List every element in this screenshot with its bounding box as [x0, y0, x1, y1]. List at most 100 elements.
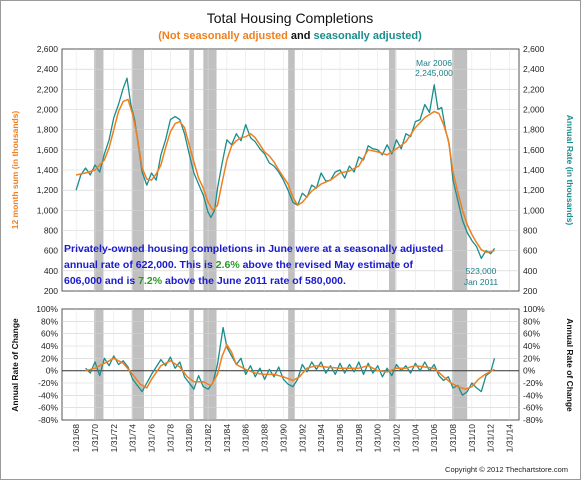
top-left-tick-label: 1,800: [37, 125, 59, 135]
bottom-right-tick-label: 20%: [523, 353, 540, 363]
x-tick-label: 1/31/14: [505, 424, 515, 453]
x-tick-label: 1/31/08: [448, 424, 458, 453]
top-right-tick-label: 2,200: [523, 84, 545, 94]
top-right-ticks: 200 400 600 800 1,000 1,200 1,400 1,600 1,800 2,0…: [523, 44, 545, 296]
top-right-tick-label: 200: [523, 286, 537, 296]
bottom-right-tick-label: 80%: [523, 316, 540, 326]
bottom-right-tick-label: -20%: [523, 378, 543, 388]
top-right-tick-label: 2,000: [523, 105, 545, 115]
note-line-2c: above the revised May estimate of: [240, 259, 414, 271]
bottom-panel: -80% -60% -40% -20% 0% 20% 40% 60% 80% 100% -80% -…: [36, 304, 545, 425]
bottom-recession-band: [288, 310, 295, 419]
x-tick-label: 1/31/92: [297, 424, 307, 453]
right-axis-title-bottom: Annual Rate of Change: [565, 318, 575, 412]
subtitle-close-paren: ): [418, 30, 422, 42]
top-seasonally-adjusted-line: [75, 77, 496, 260]
x-tick-label: 1/31/90: [278, 424, 288, 453]
top-left-tick-label: 2,200: [37, 84, 59, 94]
bottom-right-tick-label: -60%: [523, 403, 543, 413]
bottom-right-tick-label: 60%: [523, 329, 540, 339]
top-left-tick-label: 1,200: [37, 185, 59, 195]
low-annotation-date: Jan 2011: [464, 277, 499, 287]
bottom-not-seasonally-adjusted-line: [85, 344, 495, 390]
x-tick-label: 1/31/96: [335, 424, 345, 453]
top-left-ticks: 200 400 600 800 1,000 1,200 1,400 1,600 1,800 2,0…: [37, 44, 59, 296]
top-left-tick-label: 800: [44, 226, 58, 236]
x-tick-label: 1/31/86: [241, 424, 251, 453]
subtitle-open-paren: (: [158, 30, 162, 42]
bottom-left-tick-label: -40%: [38, 390, 58, 400]
bottom-left-tick-label: 60%: [41, 329, 58, 339]
bottom-left-tick-label: 20%: [41, 353, 58, 363]
x-tick-label: 1/31/06: [429, 424, 439, 453]
bottom-right-tick-label: 0%: [523, 366, 536, 376]
x-tick-label: 1/31/78: [165, 424, 175, 453]
top-right-tick-label: 2,600: [523, 44, 545, 54]
peak-annotation-value: 2,245,000: [415, 68, 453, 78]
x-tick-label: 1/31/74: [128, 424, 138, 453]
bottom-left-tick-label: -20%: [38, 378, 58, 388]
top-left-tick-label: 200: [44, 286, 58, 296]
x-axis-tick-labels: 1/31/68 1/31/70 1/31/72 1/31/74 1/31/76 1/31/…: [71, 424, 514, 453]
bottom-left-ticks: -80% -60% -40% -20% 0% 20% 40% 60% 80% 100%: [36, 304, 58, 425]
top-left-tick-label: 2,600: [37, 44, 59, 54]
top-right-tick-label: 1,600: [523, 145, 545, 155]
top-right-tick-label: 2,400: [523, 64, 545, 74]
top-left-tick-label: 600: [44, 246, 58, 256]
bottom-right-tick-label: -80%: [523, 415, 543, 425]
x-tick-label: 1/31/70: [90, 424, 100, 453]
top-right-tick-label: 1,400: [523, 165, 545, 175]
bottom-right-tick-label: 100%: [523, 304, 545, 314]
top-series: [75, 77, 496, 260]
subtitle-seasonally-adjusted: seasonally adjusted: [314, 30, 419, 42]
subtitle-not-seasonally-adjusted: Not seasonally adjusted: [162, 30, 288, 42]
note-line-3c: above the June 2011 rate of 580,000.: [162, 275, 346, 287]
subtitle-and: and: [288, 30, 314, 42]
x-tick-label: 1/31/00: [373, 424, 383, 453]
top-not-seasonally-adjusted-line: [75, 98, 495, 253]
x-tick-label: 1/31/04: [410, 424, 420, 453]
x-tick-label: 1/31/84: [222, 424, 232, 453]
top-left-tick-label: 400: [44, 266, 58, 276]
note-line-1: Privately-owned housing completions in J…: [64, 243, 443, 255]
note-pct-month: 2.6%: [216, 259, 241, 271]
left-axis-title-bottom: Annual Rate of Change: [10, 318, 20, 412]
note-line-3a: 606,000 and is: [64, 275, 138, 287]
bottom-recession-band: [189, 310, 194, 419]
copyright-text: Copyright © 2012 Thechartstore.com: [445, 465, 568, 474]
bottom-recession-band: [203, 310, 217, 419]
bottom-recession-band: [131, 310, 144, 419]
x-tick-label: 1/31/68: [71, 424, 81, 453]
bottom-left-tick-label: -60%: [38, 403, 58, 413]
top-right-tick-label: 800: [523, 226, 537, 236]
bottom-recession-band: [94, 310, 104, 419]
right-axis-title-top: Annual Rate (in thousands): [565, 115, 575, 226]
note-line-3: 606,000 and is 7.2% above the June 2011 …: [64, 275, 346, 287]
x-tick-label: 1/31/82: [203, 424, 213, 453]
bottom-gridlines: [62, 309, 519, 420]
bottom-recession-bands: [94, 310, 468, 419]
chart-title: Total Housing Completions: [207, 10, 374, 26]
top-right-tick-label: 1,200: [523, 185, 545, 195]
top-left-tick-label: 1,400: [37, 165, 59, 175]
bottom-right-tick-label: 40%: [523, 341, 540, 351]
note-line-2: annual rate of 622,000. This is 2.6% abo…: [64, 259, 413, 271]
top-right-tick-label: 1,800: [523, 125, 545, 135]
top-left-tick-label: 2,400: [37, 64, 59, 74]
chart-subtitle: (Not seasonally adjusted and seasonally …: [158, 30, 422, 42]
top-left-tick-label: 2,000: [37, 105, 59, 115]
bottom-right-tick-label: -40%: [523, 390, 543, 400]
note-pct-year: 7.2%: [138, 275, 163, 287]
bottom-right-ticks: -80% -60% -40% -20% 0% 20% 40% 60% 80% 100%: [523, 304, 545, 425]
x-tick-label: 1/31/02: [392, 424, 402, 453]
top-right-tick-label: 600: [523, 246, 537, 256]
note-line-2a: annual rate of 622,000. This is: [64, 259, 216, 271]
bottom-left-tick-label: 80%: [41, 316, 58, 326]
low-annotation-value: 523,000: [466, 266, 497, 276]
bottom-left-tick-label: 40%: [41, 341, 58, 351]
bottom-left-tick-label: 100%: [36, 304, 58, 314]
top-right-tick-label: 400: [523, 266, 537, 276]
peak-annotation-date: Mar 2006: [416, 58, 452, 68]
x-tick-label: 1/31/12: [486, 424, 496, 453]
